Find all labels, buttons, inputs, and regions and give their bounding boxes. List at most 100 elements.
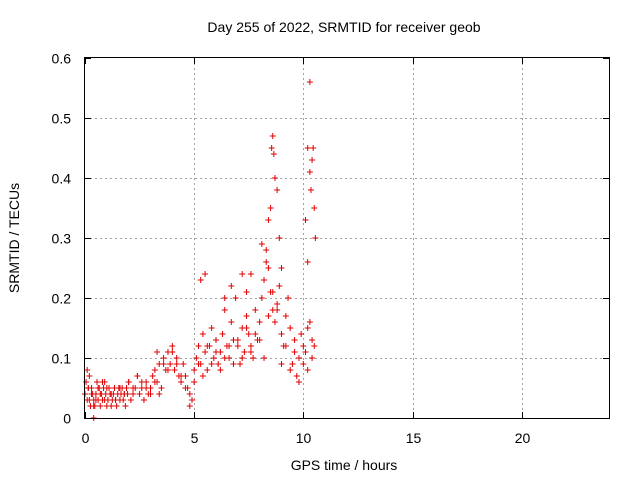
data-point: [269, 133, 276, 139]
data-point: [121, 391, 128, 397]
data-point: [103, 385, 110, 391]
data-point: [269, 289, 276, 295]
data-point: [267, 205, 274, 211]
data-point: [208, 361, 215, 367]
data-point: [243, 289, 250, 295]
data-point: [122, 403, 129, 409]
data-point: [261, 355, 268, 361]
data-point: [217, 367, 224, 373]
data-point: [256, 319, 263, 325]
data-point: [300, 361, 307, 367]
data-point: [136, 391, 143, 397]
data-point: [282, 343, 289, 349]
data-point: [90, 403, 97, 409]
data-point: [164, 367, 171, 373]
data-point: [270, 151, 277, 157]
data-point: [213, 349, 219, 355]
y-axis-label: SRMTID / TECUs: [6, 183, 22, 293]
data-point: [180, 361, 187, 367]
data-point: [88, 391, 95, 397]
data-point: [274, 187, 281, 193]
y-tick-label: 0.5: [52, 111, 72, 127]
data-point: [99, 379, 106, 385]
data-point: [182, 385, 189, 391]
data-point: [234, 337, 241, 343]
data-point: [304, 145, 311, 151]
data-point: [123, 385, 130, 391]
data-point: [134, 373, 141, 379]
y-tick-label: 0.2: [52, 291, 72, 307]
y-tick-label: 0.6: [52, 51, 72, 67]
data-point: [306, 169, 313, 175]
y-tick-label: 0.4: [52, 171, 72, 187]
data-point: [237, 361, 244, 367]
data-point: [208, 325, 215, 331]
data-point: [221, 307, 228, 313]
data-point: [306, 319, 313, 325]
data-point: [302, 217, 309, 223]
data-point: [173, 355, 180, 361]
data-point: [247, 271, 254, 277]
data-point: [169, 343, 176, 349]
data-point: [171, 367, 178, 373]
data-point: [300, 343, 307, 349]
data-point: [149, 373, 156, 379]
data-point: [285, 295, 292, 301]
data-point: [186, 403, 193, 409]
data-point: [197, 277, 204, 283]
data-point: [302, 349, 309, 355]
data-point: [178, 373, 185, 379]
data-point: [278, 265, 285, 271]
x-tick-label: 20: [515, 430, 531, 446]
data-point: [116, 385, 123, 391]
data-point: [245, 331, 252, 337]
x-tick-label: 5: [191, 430, 199, 446]
data-point: [304, 259, 311, 265]
chart-title: Day 255 of 2022, SRMTID for receiver geo…: [207, 19, 480, 35]
plot-frame: [84, 57, 610, 419]
data-point: [204, 367, 211, 373]
data-point: [261, 277, 268, 283]
data-point: [140, 397, 147, 403]
scatter-points: [82, 79, 319, 421]
data-point: [221, 355, 228, 361]
data-point: [291, 337, 298, 343]
data-point: [210, 355, 217, 361]
data-point: [112, 397, 119, 403]
data-point: [309, 337, 316, 343]
data-point: [271, 175, 278, 181]
y-tick-label: 0.3: [52, 231, 72, 247]
data-point: [125, 379, 132, 385]
data-point: [191, 379, 198, 385]
data-point: [276, 283, 283, 289]
data-point: [274, 301, 281, 307]
data-point: [169, 349, 176, 355]
data-point: [265, 313, 272, 319]
data-point: [86, 373, 93, 379]
data-point: [289, 361, 296, 367]
data-point: [258, 241, 265, 247]
data-point: [85, 385, 92, 391]
data-point: [298, 331, 305, 337]
y-tick-label: 0.1: [52, 351, 72, 367]
data-point: [167, 361, 174, 367]
data-point: [195, 343, 202, 349]
data-point: [263, 247, 270, 253]
data-point: [154, 349, 161, 355]
data-point: [265, 217, 272, 223]
data-point: [228, 319, 235, 325]
data-point: [84, 397, 91, 403]
data-point: [160, 355, 167, 361]
data-point: [97, 391, 104, 397]
data-point: [304, 367, 311, 373]
data-point: [186, 391, 193, 397]
data-point: [193, 355, 200, 361]
data-point: [108, 403, 115, 409]
data-point: [291, 349, 298, 355]
data-point: [143, 385, 150, 391]
data-point: [309, 355, 316, 361]
data-point: [310, 145, 317, 151]
data-point: [287, 367, 294, 373]
data-point: [293, 373, 300, 379]
data-point: [239, 271, 246, 277]
